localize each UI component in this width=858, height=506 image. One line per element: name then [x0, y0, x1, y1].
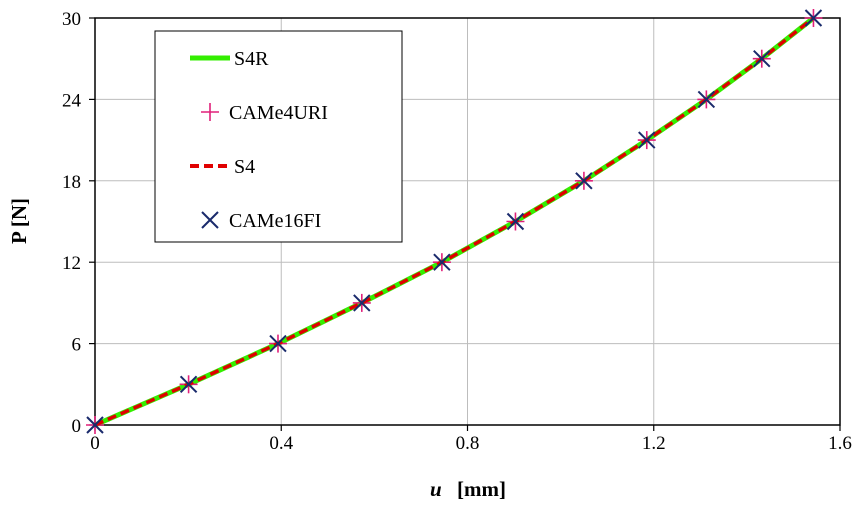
data-point-x	[506, 212, 525, 231]
legend-label-came16fi: CAMe16FI	[229, 210, 321, 232]
data-point-x	[697, 90, 716, 109]
data-point-x	[433, 253, 451, 271]
legend-swatch-came16fi	[201, 211, 219, 229]
y-tick-label: 24	[62, 90, 82, 111]
legend-box	[154, 30, 403, 243]
y-tick-label: 6	[72, 335, 82, 356]
y-tick-label: 12	[62, 253, 81, 274]
legend: S4R CAMe4URI S4 CAMe16FI	[154, 30, 403, 243]
data-point-x	[353, 294, 371, 312]
series-layer	[86, 9, 823, 434]
x-tick-label: 1.2	[642, 433, 666, 454]
data-point-x	[179, 375, 198, 394]
data-point-x	[575, 172, 593, 190]
data-point-x	[269, 334, 287, 353]
x-tick-label: 0.8	[456, 433, 480, 454]
y-axis-title: P [N]	[7, 198, 31, 244]
series-came16fi	[86, 9, 823, 434]
data-point-x	[86, 416, 104, 434]
axis-ticks: 0 0.4 0.8 1.2 1.6 0 6 12 18 24 30	[62, 9, 852, 454]
y-tick-label: 30	[62, 9, 81, 30]
x-tick-label: 0.4	[269, 433, 293, 454]
legend-swatch-came4uri	[201, 103, 219, 121]
legend-label-s4r: S4R	[234, 48, 269, 70]
legend-label-s4: S4	[234, 156, 255, 178]
x-tick-label: 1.6	[828, 433, 852, 454]
y-tick-label: 18	[62, 172, 81, 193]
x-tick-label: 0	[90, 433, 100, 454]
x-axis-symbol: u	[430, 477, 442, 501]
y-tick-label: 0	[72, 416, 82, 437]
data-point-x	[753, 49, 771, 68]
x-axis-unit: [mm]	[457, 477, 506, 501]
legend-label-came4uri: CAMe4URI	[229, 102, 328, 124]
data-point-x	[638, 131, 656, 149]
data-point-x	[804, 9, 823, 27]
x-axis-title: u [mm]	[430, 477, 506, 501]
